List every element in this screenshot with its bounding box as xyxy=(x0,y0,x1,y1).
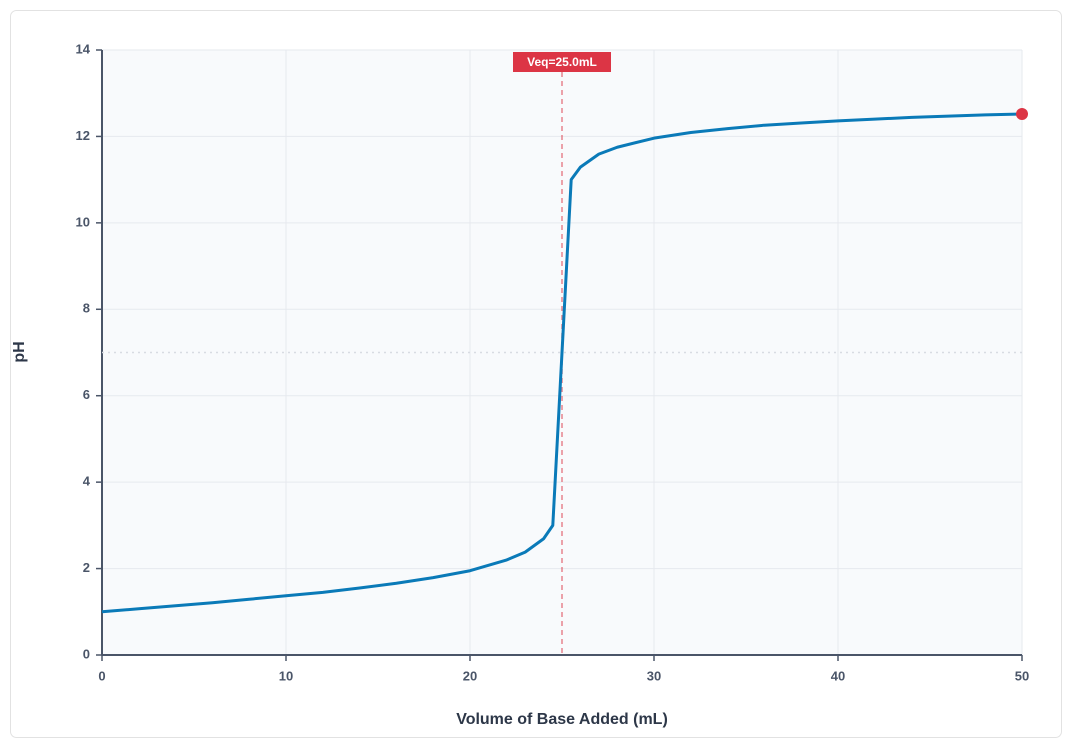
y-tick-label: 14 xyxy=(76,41,91,56)
y-tick-label: 4 xyxy=(83,474,91,489)
x-axis-title: Volume of Base Added (mL) xyxy=(456,711,668,728)
y-tick-label: 6 xyxy=(83,387,90,402)
y-tick-label: 2 xyxy=(83,560,90,575)
x-tick-label: 40 xyxy=(831,668,845,683)
equivalence-label: Veq=25.0mL xyxy=(527,55,597,69)
x-tick-label: 20 xyxy=(463,668,477,683)
y-axis-title: pH xyxy=(11,341,28,362)
x-tick-label: 30 xyxy=(647,668,661,683)
x-tick-label: 50 xyxy=(1015,668,1029,683)
y-tick-label: 0 xyxy=(83,646,90,661)
x-tick-label: 0 xyxy=(98,668,105,683)
y-tick-label: 12 xyxy=(76,128,90,143)
current-point xyxy=(1016,107,1028,120)
y-tick-label: 10 xyxy=(76,214,90,229)
y-tick-label: 8 xyxy=(83,301,90,316)
titration-curve xyxy=(101,112,1023,614)
x-tick-label: 10 xyxy=(279,668,293,683)
equivalence-label-bg xyxy=(513,52,611,72)
